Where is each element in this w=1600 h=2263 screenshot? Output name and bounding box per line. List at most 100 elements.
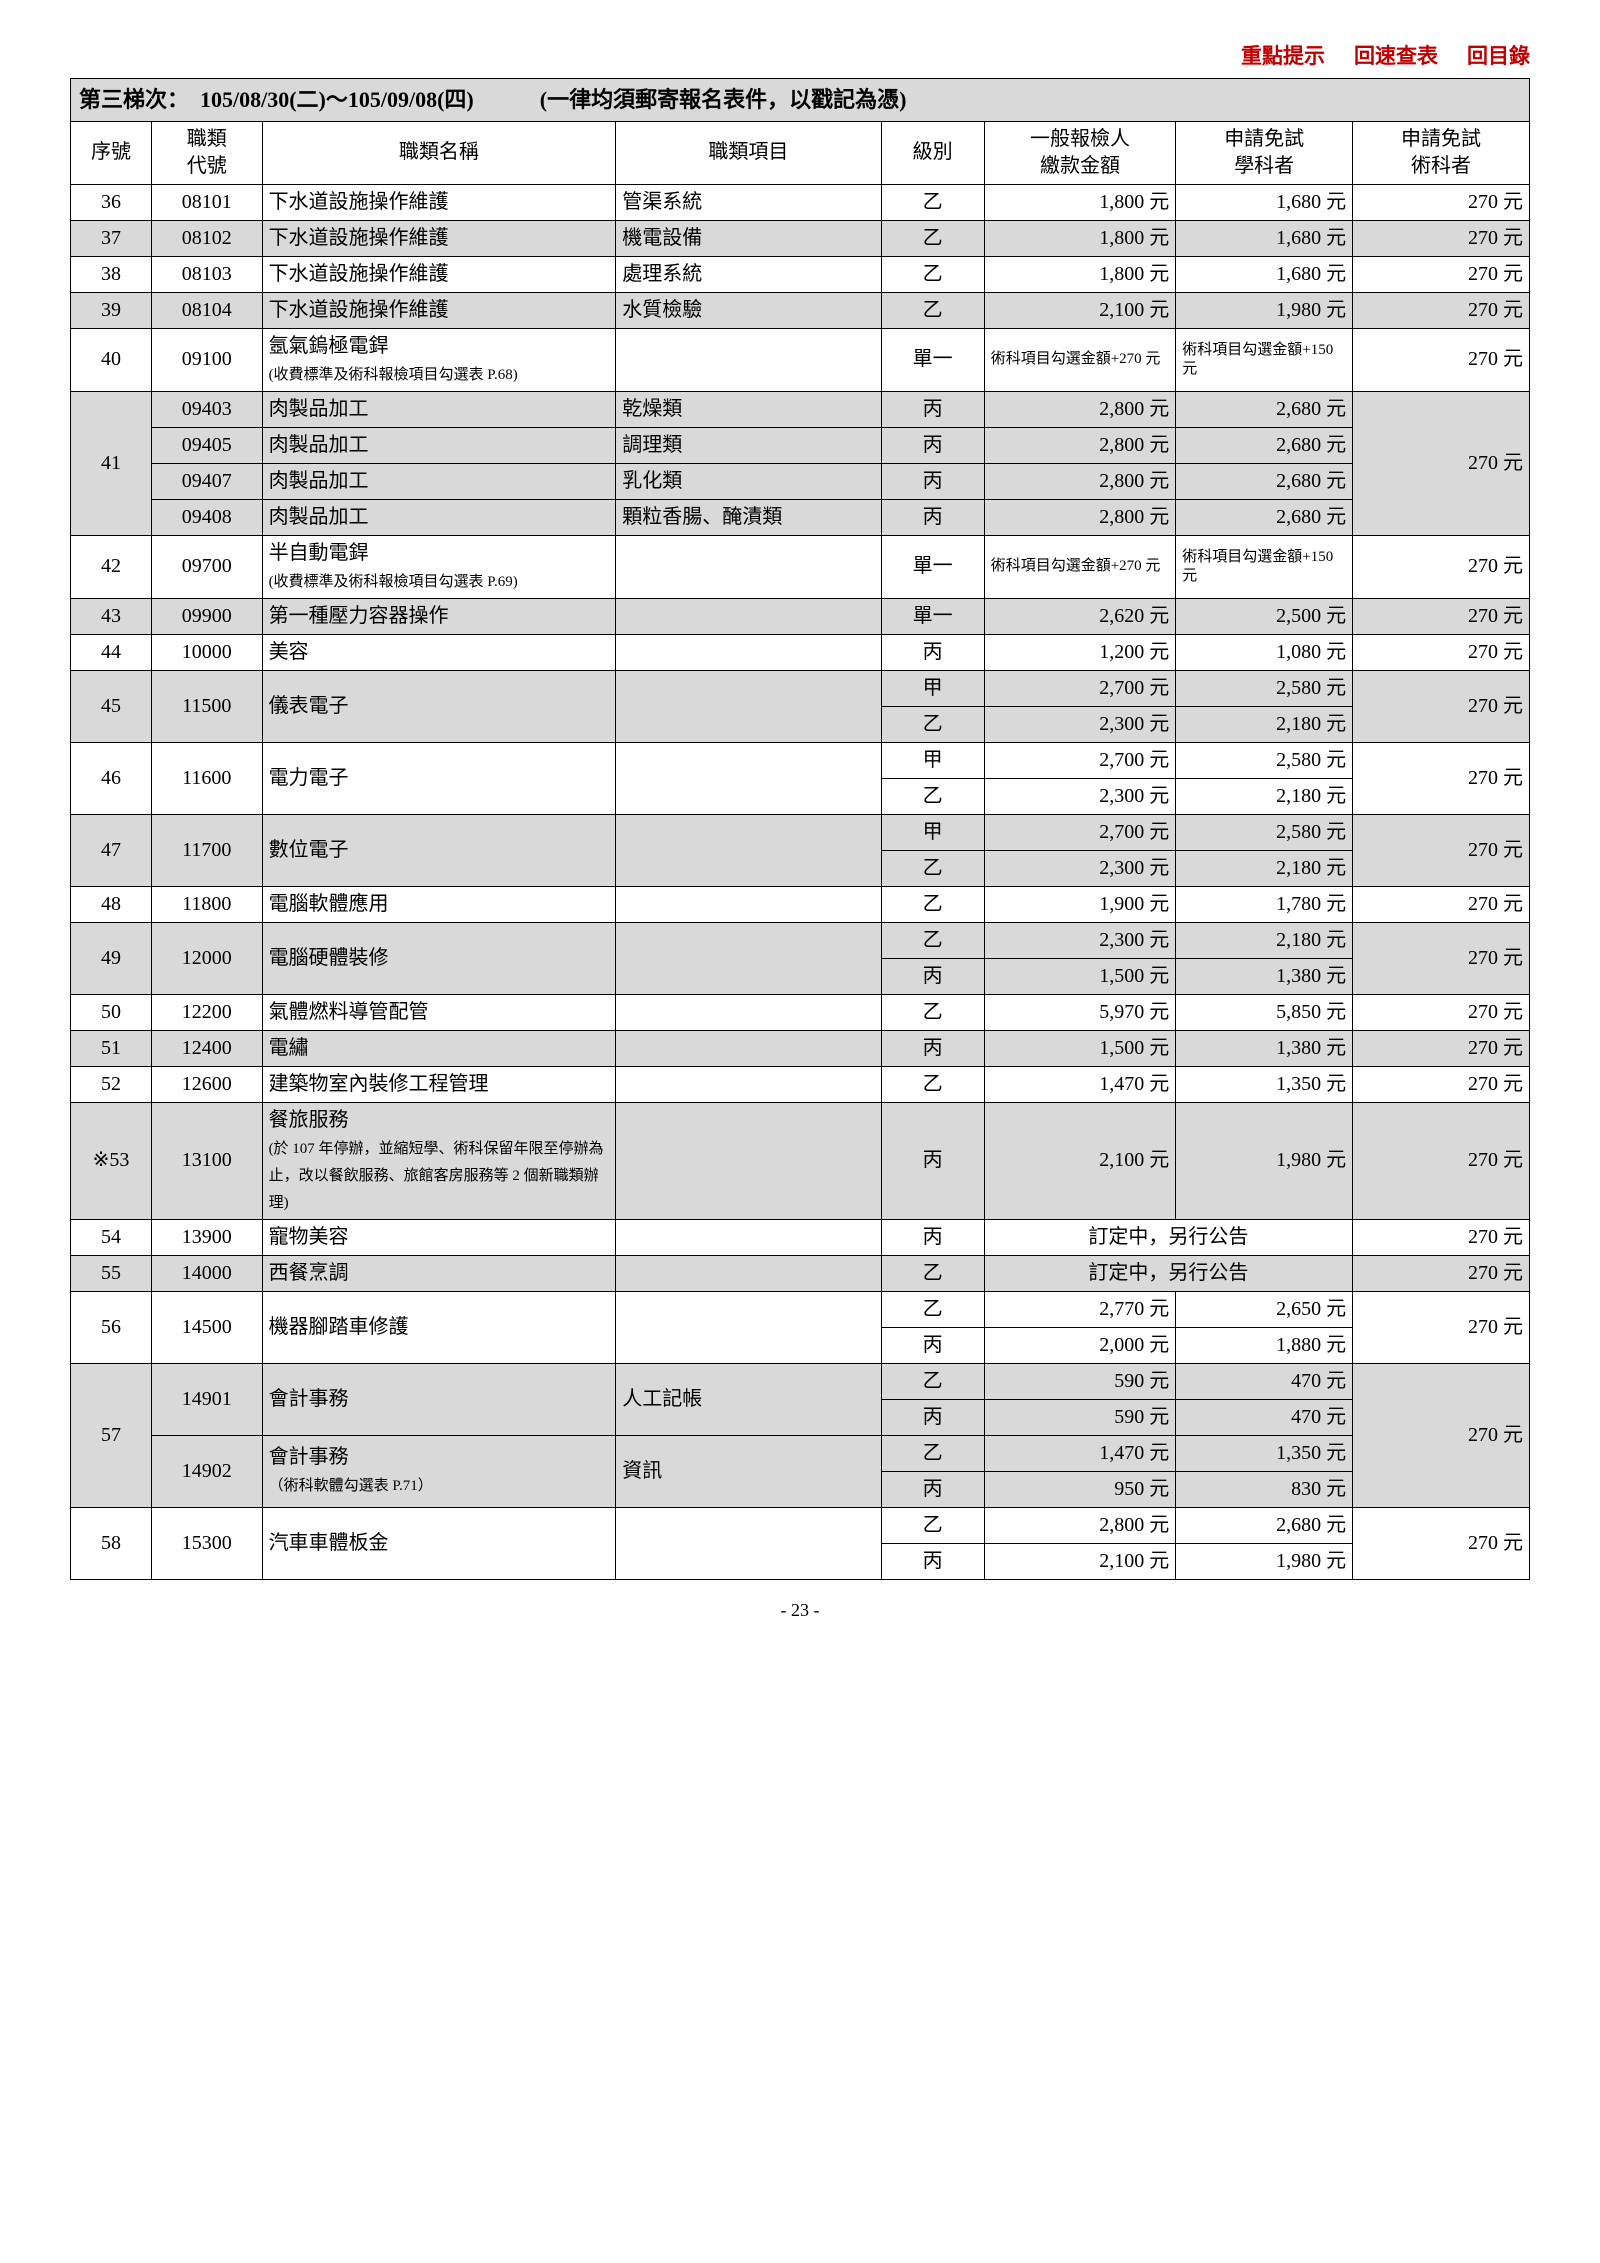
- cell: 14902: [152, 1435, 263, 1507]
- table-row: 4611600電力電子甲2,700 元2,580 元270 元: [71, 742, 1530, 778]
- cell: 56: [71, 1291, 152, 1363]
- cell: 40: [71, 328, 152, 391]
- cell: 2,300 元: [984, 706, 1176, 742]
- cell: 43: [71, 598, 152, 634]
- cell: 270 元: [1353, 1102, 1530, 1219]
- link-toc[interactable]: 回目錄: [1467, 44, 1530, 68]
- cell: 1,470 元: [984, 1435, 1176, 1471]
- cell: 15300: [152, 1507, 263, 1579]
- cell: 機器腳踏車修護: [262, 1291, 616, 1363]
- cell: 1,980 元: [1176, 1543, 1353, 1579]
- cell: 乙: [881, 706, 984, 742]
- cell: 甲: [881, 814, 984, 850]
- cell: 乙: [881, 1435, 984, 1471]
- cell: 2,800 元: [984, 427, 1176, 463]
- cell: 丙: [881, 1543, 984, 1579]
- cell: 人工記帳: [616, 1363, 881, 1435]
- cell: 乙: [881, 292, 984, 328]
- cell: 2,580 元: [1176, 814, 1353, 850]
- cell: 乙: [881, 1255, 984, 1291]
- cell: [616, 598, 881, 634]
- cell: 2,700 元: [984, 742, 1176, 778]
- cell: 590 元: [984, 1363, 1176, 1399]
- cell: 丙: [881, 391, 984, 427]
- cell: 丙: [881, 1471, 984, 1507]
- cell: 270 元: [1353, 1255, 1530, 1291]
- cell: 2,680 元: [1176, 427, 1353, 463]
- link-hint[interactable]: 重點提示: [1241, 44, 1325, 68]
- cell: 資訊: [616, 1435, 881, 1507]
- cell: 950 元: [984, 1471, 1176, 1507]
- cell: 270 元: [1353, 670, 1530, 742]
- cell: 12600: [152, 1066, 263, 1102]
- cell: 顆粒香腸、醃漬類: [616, 499, 881, 535]
- table-row: 09408肉製品加工顆粒香腸、醃漬類丙2,800 元2,680 元: [71, 499, 1530, 535]
- cell: 52: [71, 1066, 152, 1102]
- cell: 乙: [881, 994, 984, 1030]
- cell: 機電設備: [616, 220, 881, 256]
- cell: 丙: [881, 499, 984, 535]
- cell: 45: [71, 670, 152, 742]
- table-row: 4009100氬氣鎢極電銲(收費標準及術科報檢項目勾選表 P.68)單一術科項目…: [71, 328, 1530, 391]
- cell: 08104: [152, 292, 263, 328]
- link-quick[interactable]: 回速查表: [1354, 44, 1438, 68]
- table-row: 09407肉製品加工乳化類丙2,800 元2,680 元: [71, 463, 1530, 499]
- cell: 39: [71, 292, 152, 328]
- table-row: 5212600建築物室內裝修工程管理乙1,470 元1,350 元270 元: [71, 1066, 1530, 1102]
- cell: [616, 1102, 881, 1219]
- cell: 2,180 元: [1176, 922, 1353, 958]
- cell: 1,350 元: [1176, 1066, 1353, 1102]
- cell: 2,770 元: [984, 1291, 1176, 1327]
- cell: 丙: [881, 958, 984, 994]
- cell: 儀表電子: [262, 670, 616, 742]
- cell: 1,470 元: [984, 1066, 1176, 1102]
- cell: 1,980 元: [1176, 1102, 1353, 1219]
- cell: 2,180 元: [1176, 850, 1353, 886]
- cell: 半自動電銲(收費標準及術科報檢項目勾選表 P.69): [262, 535, 616, 598]
- table-row: 3808103下水道設施操作維護處理系統乙1,800 元1,680 元270 元: [71, 256, 1530, 292]
- cell: 1,680 元: [1176, 256, 1353, 292]
- cell: [616, 328, 881, 391]
- cell: 2,700 元: [984, 670, 1176, 706]
- table-title: 第三梯次： 105/08/30(二)～105/09/08(四) (一律均須郵寄報…: [71, 79, 1530, 122]
- cell: 42: [71, 535, 152, 598]
- cell: 270 元: [1353, 1219, 1530, 1255]
- cell: [616, 1507, 881, 1579]
- cell: 1,900 元: [984, 886, 1176, 922]
- cell: 270 元: [1353, 292, 1530, 328]
- table-row: 4109403肉製品加工乾燥類丙2,800 元2,680 元270 元: [71, 391, 1530, 427]
- cell: 電力電子: [262, 742, 616, 814]
- cell: 12400: [152, 1030, 263, 1066]
- cell: 美容: [262, 634, 616, 670]
- cell: 氣體燃料導管配管: [262, 994, 616, 1030]
- cell: 1,380 元: [1176, 1030, 1353, 1066]
- table-row: 5012200氣體燃料導管配管乙5,970 元5,850 元270 元: [71, 994, 1530, 1030]
- cell: 270 元: [1353, 1066, 1530, 1102]
- cell: 乙: [881, 1066, 984, 1102]
- cell: [616, 994, 881, 1030]
- cell: 54: [71, 1219, 152, 1255]
- cell: 2,180 元: [1176, 778, 1353, 814]
- cell: 乾燥類: [616, 391, 881, 427]
- cell: 470 元: [1176, 1399, 1353, 1435]
- cell: 38: [71, 256, 152, 292]
- cell: 汽車車體板金: [262, 1507, 616, 1579]
- cell: 下水道設施操作維護: [262, 256, 616, 292]
- cell: 270 元: [1353, 742, 1530, 814]
- cell: 調理類: [616, 427, 881, 463]
- table-row: 4309900第一種壓力容器操作單一2,620 元2,500 元270 元: [71, 598, 1530, 634]
- cell: 管渠系統: [616, 184, 881, 220]
- cell: 1,350 元: [1176, 1435, 1353, 1471]
- table-row: 4811800電腦軟體應用乙1,900 元1,780 元270 元: [71, 886, 1530, 922]
- cell: 2,000 元: [984, 1327, 1176, 1363]
- cell: 11500: [152, 670, 263, 742]
- hdr-name: 職類名稱: [262, 121, 616, 184]
- cell: 270 元: [1353, 535, 1530, 598]
- cell: 丙: [881, 1327, 984, 1363]
- cell: 下水道設施操作維護: [262, 220, 616, 256]
- cell: 2,620 元: [984, 598, 1176, 634]
- cell: [616, 1066, 881, 1102]
- table-row: 5614500機器腳踏車修護乙2,770 元2,650 元270 元: [71, 1291, 1530, 1327]
- cell: 術科項目勾選金額+150 元: [1176, 328, 1353, 391]
- cell: 270 元: [1353, 1507, 1530, 1579]
